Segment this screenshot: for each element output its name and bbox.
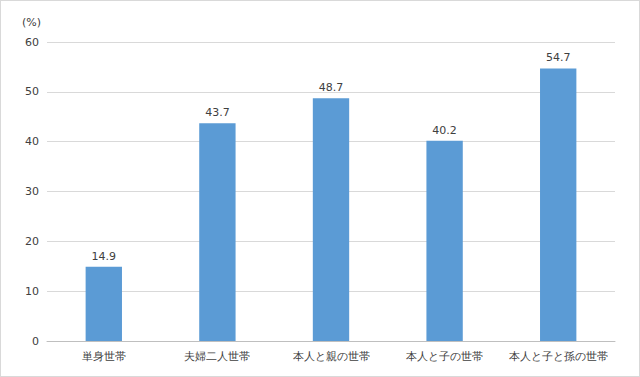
svg-text:60: 60 [25, 36, 39, 49]
svg-text:0: 0 [32, 335, 39, 348]
svg-text:50: 50 [25, 85, 39, 98]
svg-text:本人と親の世帯: 本人と親の世帯 [293, 350, 370, 363]
svg-text:14.9: 14.9 [92, 250, 117, 263]
svg-text:30: 30 [25, 185, 39, 198]
svg-text:48.7: 48.7 [319, 81, 344, 94]
svg-text:40: 40 [25, 135, 39, 148]
svg-text:本人と子の世帯: 本人と子の世帯 [406, 350, 483, 363]
svg-text:単身世帯: 単身世帯 [82, 350, 126, 363]
svg-text:43.7: 43.7 [205, 106, 230, 119]
svg-text:本人と子と孫の世帯: 本人と子と孫の世帯 [509, 350, 608, 363]
svg-text:10: 10 [25, 285, 39, 298]
svg-text:20: 20 [25, 235, 39, 248]
svg-text:40.2: 40.2 [432, 124, 457, 137]
svg-text:夫婦二人世帯: 夫婦二人世帯 [184, 350, 250, 363]
svg-text:54.7: 54.7 [546, 51, 571, 64]
svg-text:(%): (%) [22, 16, 41, 29]
